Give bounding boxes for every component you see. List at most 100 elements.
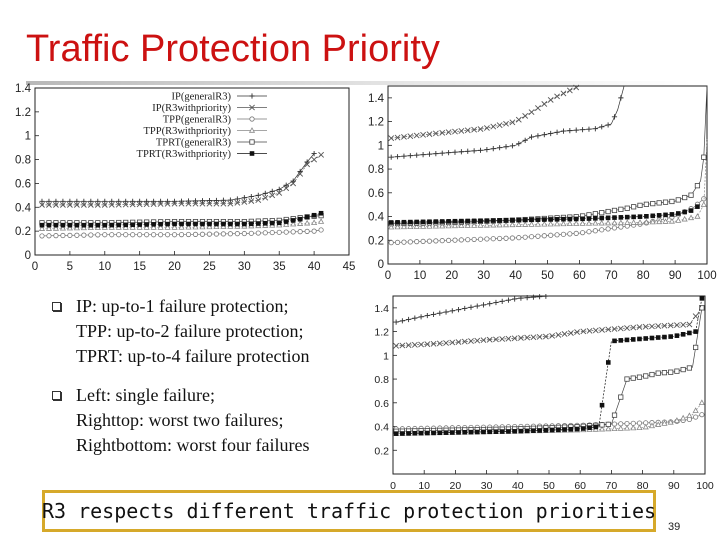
cross-marker [276, 190, 283, 196]
x-tick-label: 15 [133, 261, 146, 273]
y-tick-label: 1.2 [15, 107, 31, 119]
plus-marker [449, 308, 455, 314]
triangle-marker [192, 223, 199, 230]
plus-marker [60, 198, 66, 204]
cross-marker [426, 131, 433, 138]
triangle-marker [213, 223, 220, 230]
triangle-marker [617, 219, 624, 226]
cross-marker [524, 334, 531, 341]
cross-marker [573, 84, 580, 91]
filled-square-marker [474, 429, 480, 435]
triangle-marker [617, 425, 624, 431]
plus-marker [474, 303, 480, 309]
triangle-marker [420, 223, 427, 229]
triangle-marker [598, 425, 606, 432]
y-tick-label: 0 [25, 250, 31, 262]
filled-square-marker [568, 426, 574, 432]
circle-marker [46, 233, 52, 239]
series-line [391, 85, 580, 139]
triangle-marker [662, 218, 669, 224]
y-tick-label: 0.4 [15, 202, 32, 214]
filled-square-marker [518, 428, 524, 434]
filled-square-marker [88, 222, 94, 228]
plus-marker [151, 198, 157, 204]
cross-marker [234, 199, 241, 206]
triangle-marker [573, 220, 580, 226]
triangle-marker [547, 220, 554, 227]
cross-marker [605, 326, 612, 333]
cross-marker [262, 194, 269, 201]
cross-marker [509, 119, 516, 126]
circle-marker [53, 233, 59, 239]
y-tick-label: 1.4 [374, 303, 389, 315]
cross-marker [206, 200, 213, 207]
filled-square-marker [123, 222, 129, 228]
filled-square-marker [574, 426, 580, 432]
triangle-marker [624, 219, 631, 225]
cross-marker [493, 336, 499, 343]
plus-marker [497, 145, 503, 151]
triangle-marker [630, 219, 637, 225]
filled-square-marker [388, 220, 394, 225]
cross-marker [241, 198, 248, 205]
plus-marker [206, 197, 213, 204]
filled-square-marker [531, 428, 536, 433]
square-marker [643, 373, 649, 379]
triangle-marker [694, 213, 701, 219]
filled-square-marker [687, 330, 692, 336]
circle-marker [420, 238, 426, 244]
cross-marker [136, 201, 143, 208]
circle-marker [220, 231, 226, 237]
filled-square-marker [631, 214, 636, 220]
circle-marker [151, 232, 157, 238]
filled-square-marker [537, 428, 542, 433]
cross-marker [143, 201, 150, 208]
x-tick-label: 50 [543, 480, 555, 492]
plus-marker [439, 150, 445, 156]
plus-marker [311, 151, 317, 157]
filled-square-marker [443, 430, 449, 435]
cross-marker [150, 201, 157, 207]
filled-square-marker [408, 219, 413, 225]
plus-marker [290, 178, 296, 184]
cross-marker [674, 322, 680, 329]
circle-marker [311, 228, 317, 234]
cross-marker [561, 331, 568, 337]
triangle-marker [471, 222, 478, 228]
square-marker [656, 200, 662, 206]
cross-marker [443, 340, 449, 346]
triangle-marker [304, 219, 311, 226]
triangle-marker [655, 421, 662, 427]
y-tick-label: 1 [25, 131, 31, 143]
x-tick-label: 0 [390, 480, 396, 492]
cross-marker [636, 324, 643, 331]
circle-marker [39, 233, 45, 239]
triangle-marker [661, 420, 668, 426]
plus-marker [554, 129, 560, 135]
filled-square-marker [649, 335, 655, 341]
x-tick-label: 0 [385, 270, 391, 282]
filled-square-marker [102, 222, 108, 228]
square-marker [599, 210, 605, 216]
filled-square-marker [669, 212, 675, 217]
plus-marker [522, 137, 528, 143]
triangle-marker [451, 222, 459, 229]
filled-square-marker [587, 425, 592, 431]
square-marker [682, 194, 688, 201]
filled-square-marker [644, 213, 649, 219]
filled-square-marker [425, 430, 430, 436]
plus-marker [137, 198, 143, 204]
y-tick-label: 0.2 [368, 235, 384, 247]
cross-marker [592, 327, 599, 334]
square-marker [643, 201, 649, 207]
cross-marker [171, 200, 178, 207]
cross-marker [424, 341, 431, 348]
triangle-marker [297, 220, 304, 226]
triangle-marker [675, 217, 682, 223]
plus-marker [480, 302, 487, 308]
triangle-marker [692, 407, 699, 413]
cross-marker [468, 338, 474, 345]
plus-marker [401, 153, 407, 159]
plus-marker [509, 143, 516, 149]
series-line [396, 295, 550, 323]
